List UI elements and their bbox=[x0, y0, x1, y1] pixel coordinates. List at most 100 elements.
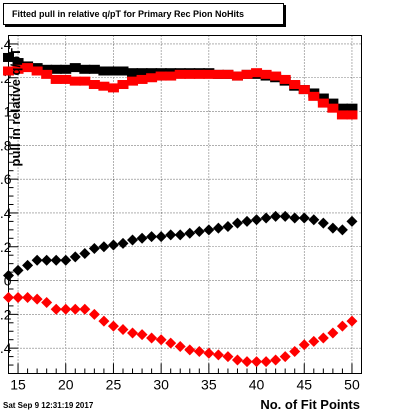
data-point bbox=[346, 215, 358, 227]
data-point bbox=[270, 354, 282, 366]
data-point bbox=[69, 251, 81, 263]
data-point bbox=[107, 320, 119, 332]
x-tick-label: 50 bbox=[344, 377, 360, 393]
data-point bbox=[22, 63, 34, 73]
data-point bbox=[212, 349, 224, 361]
data-point bbox=[165, 229, 177, 241]
data-point bbox=[155, 71, 167, 81]
data-point bbox=[289, 80, 301, 90]
data-point bbox=[327, 327, 339, 339]
data-point bbox=[31, 254, 43, 266]
data-markers bbox=[3, 52, 358, 368]
x-tick-label: 35 bbox=[201, 377, 217, 393]
data-point bbox=[155, 231, 167, 243]
x-tick-label: 25 bbox=[106, 377, 122, 393]
data-point bbox=[127, 76, 139, 86]
data-point bbox=[184, 69, 196, 79]
data-point bbox=[193, 346, 205, 358]
data-point bbox=[79, 303, 91, 315]
data-point bbox=[174, 69, 186, 79]
data-point bbox=[231, 217, 243, 229]
data-point bbox=[289, 346, 301, 358]
data-point bbox=[146, 332, 158, 344]
data-point bbox=[117, 66, 129, 76]
data-point bbox=[336, 224, 348, 236]
data-point bbox=[317, 93, 329, 103]
data-point bbox=[98, 81, 110, 91]
data-point bbox=[193, 226, 205, 238]
data-point bbox=[41, 254, 53, 266]
data-point bbox=[88, 308, 100, 320]
grid-lines bbox=[8, 35, 362, 374]
data-point bbox=[117, 80, 129, 90]
data-point bbox=[203, 224, 215, 236]
data-point bbox=[117, 324, 129, 336]
data-point bbox=[3, 52, 14, 62]
data-point bbox=[60, 254, 72, 266]
data-point bbox=[231, 354, 243, 366]
data-point bbox=[79, 76, 91, 86]
data-point bbox=[127, 234, 139, 246]
data-point bbox=[50, 74, 62, 84]
data-point bbox=[107, 66, 119, 76]
y-tick-label: 1 bbox=[4, 104, 12, 120]
data-point bbox=[165, 337, 177, 349]
data-point bbox=[336, 110, 348, 120]
data-point bbox=[184, 344, 196, 356]
data-point bbox=[184, 227, 196, 239]
data-point bbox=[222, 220, 234, 232]
data-point bbox=[308, 335, 320, 347]
data-point bbox=[98, 66, 110, 76]
x-tick-label: 30 bbox=[153, 377, 169, 393]
timestamp: Sat Sep 9 12:31:19 2017 bbox=[3, 401, 94, 410]
chart-title: Fitted pull in relative q/pT for Primary… bbox=[12, 9, 245, 19]
data-point bbox=[69, 76, 81, 86]
data-point bbox=[146, 68, 158, 78]
data-point bbox=[117, 237, 129, 249]
data-point bbox=[336, 320, 348, 332]
data-point bbox=[88, 64, 100, 74]
y-tick-label: 1.2 bbox=[0, 70, 12, 86]
data-point bbox=[346, 103, 358, 113]
data-point bbox=[127, 68, 139, 78]
data-point bbox=[203, 347, 215, 359]
data-point bbox=[31, 66, 43, 76]
data-point bbox=[270, 210, 282, 222]
data-point bbox=[88, 242, 100, 254]
series-2 bbox=[3, 210, 358, 281]
data-point bbox=[41, 69, 53, 79]
data-point bbox=[60, 303, 72, 315]
data-point bbox=[212, 222, 224, 234]
data-point bbox=[155, 334, 167, 346]
data-point bbox=[22, 291, 34, 303]
data-point bbox=[251, 356, 263, 368]
y-axis-label: pull in relative q/pT bbox=[8, 48, 23, 167]
data-point bbox=[127, 327, 139, 339]
data-point bbox=[298, 85, 310, 95]
data-point bbox=[107, 239, 119, 251]
data-point bbox=[279, 351, 291, 363]
data-point bbox=[12, 264, 24, 276]
data-point bbox=[212, 69, 224, 79]
data-point bbox=[241, 356, 253, 368]
data-point bbox=[12, 58, 24, 68]
data-point bbox=[241, 215, 253, 227]
data-point bbox=[241, 69, 253, 79]
data-point bbox=[193, 69, 205, 79]
data-point bbox=[146, 73, 158, 83]
chart-title-box: Fitted pull in relative q/pT for Primary… bbox=[3, 3, 284, 25]
x-tick-label: 40 bbox=[249, 377, 265, 393]
data-point bbox=[174, 340, 186, 352]
data-point bbox=[222, 351, 234, 363]
data-point bbox=[98, 241, 110, 253]
data-point bbox=[136, 68, 148, 78]
data-point bbox=[222, 69, 234, 79]
series-1 bbox=[3, 63, 358, 120]
data-point bbox=[3, 66, 14, 76]
data-point bbox=[231, 71, 243, 81]
data-point bbox=[50, 303, 62, 315]
data-point bbox=[50, 64, 62, 74]
data-point bbox=[346, 315, 358, 327]
data-point bbox=[270, 71, 282, 81]
